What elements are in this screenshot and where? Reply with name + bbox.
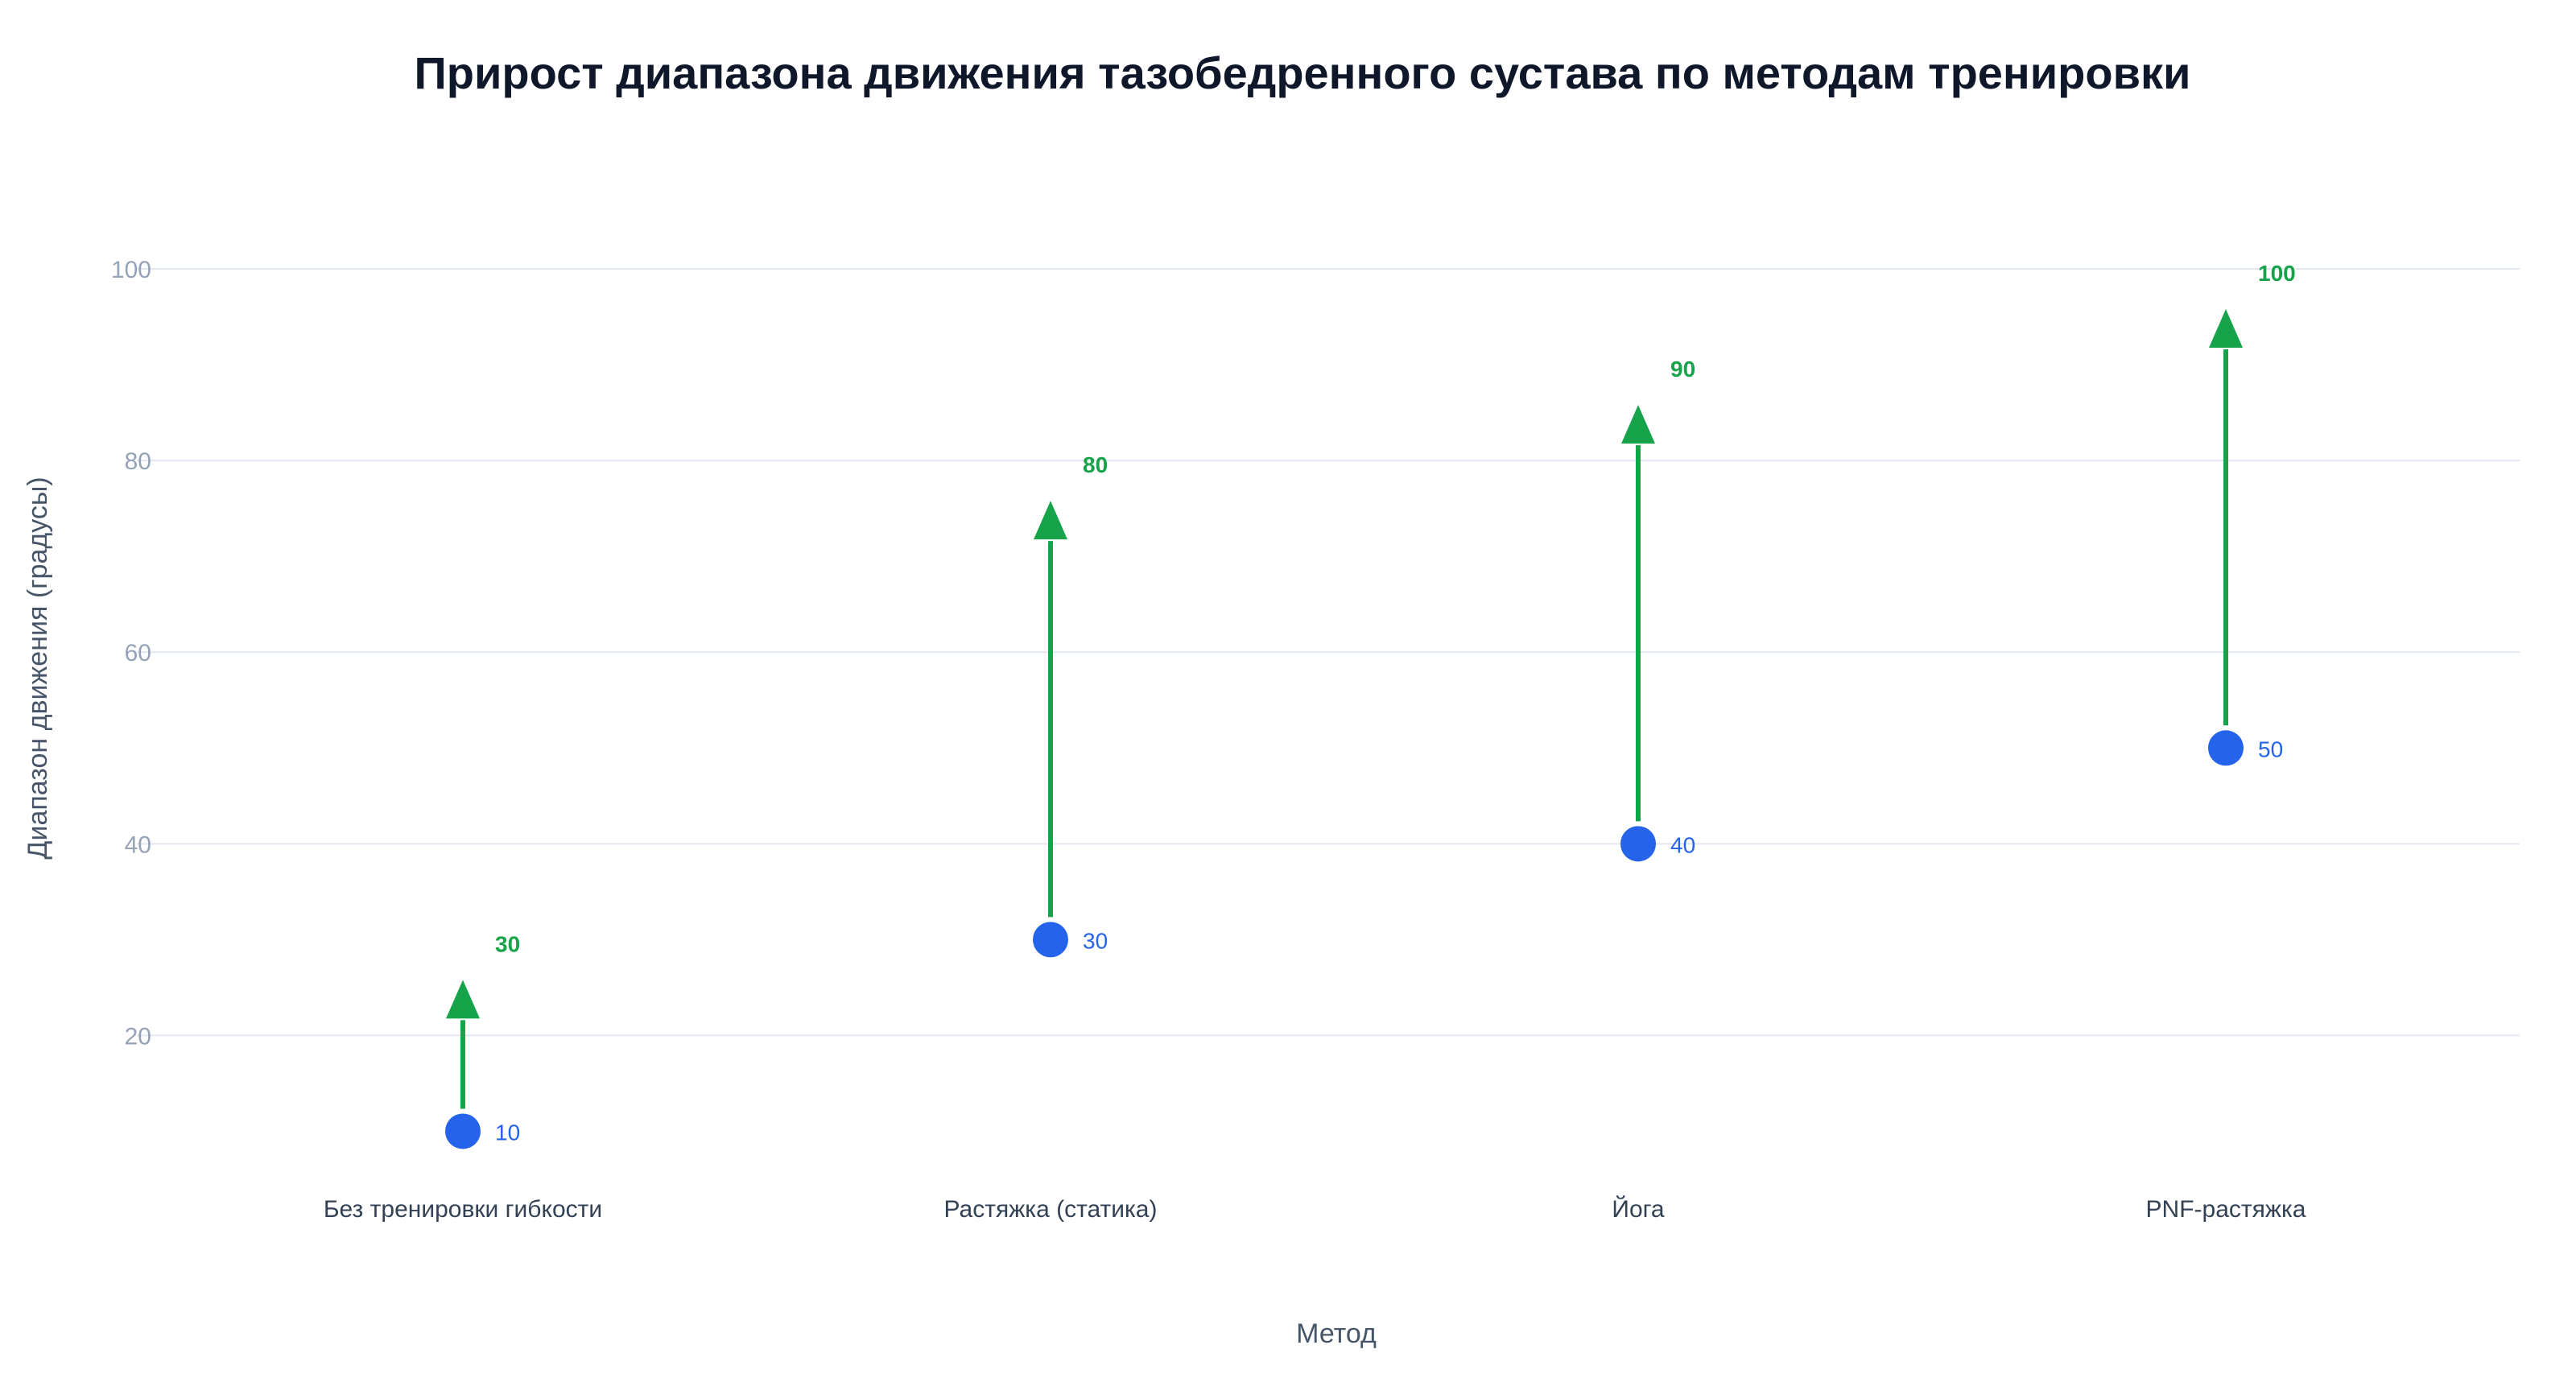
end-value-label-1: 30 bbox=[495, 931, 520, 956]
data-marks: 10 30 30 80 40 90 50 100 bbox=[445, 261, 2296, 1149]
grid-layer bbox=[137, 268, 2520, 1037]
arrow-head-2 bbox=[1034, 501, 1067, 540]
x-tick-label-1: Без тренировки гибкости bbox=[324, 1196, 602, 1223]
start-marker-3 bbox=[1620, 826, 1656, 862]
end-value-label-4: 100 bbox=[2258, 261, 2296, 286]
y-tick-label-60: 60 bbox=[125, 640, 151, 666]
y-axis-title: Диапазон движения (градусы) bbox=[23, 477, 53, 859]
start-marker-2 bbox=[1033, 922, 1068, 958]
arrow-head-3 bbox=[1621, 405, 1655, 444]
y-tick-labels: 20 40 60 80 100 bbox=[111, 257, 151, 1050]
x-tick-label-3: Йога bbox=[1612, 1195, 1665, 1223]
start-value-label-2: 30 bbox=[1083, 928, 1108, 953]
end-value-label-2: 80 bbox=[1083, 452, 1108, 477]
x-tick-label-2: Растяжка (статика) bbox=[944, 1196, 1158, 1223]
end-value-label-3: 90 bbox=[1670, 357, 1695, 382]
start-value-label-1: 10 bbox=[495, 1120, 520, 1145]
chart-title: Прирост диапазона движения тазобедренног… bbox=[415, 47, 2191, 98]
x-tick-labels: Без тренировки гибкости Растяжка (статика… bbox=[324, 1195, 2306, 1223]
y-tick-label-20: 20 bbox=[125, 1023, 151, 1050]
start-value-label-4: 50 bbox=[2258, 736, 2283, 761]
start-marker-4 bbox=[2208, 730, 2244, 766]
arrow-head-4 bbox=[2209, 309, 2243, 349]
start-marker-1 bbox=[445, 1113, 481, 1149]
y-tick-label-80: 80 bbox=[125, 448, 151, 475]
y-tick-label-100: 100 bbox=[111, 257, 151, 283]
x-tick-label-4: PNF-растяжка bbox=[2146, 1196, 2306, 1223]
arrow-head-1 bbox=[446, 980, 480, 1019]
y-tick-label-40: 40 bbox=[125, 831, 151, 858]
x-axis-title: Метод bbox=[1296, 1318, 1377, 1349]
start-value-label-3: 40 bbox=[1670, 832, 1695, 857]
